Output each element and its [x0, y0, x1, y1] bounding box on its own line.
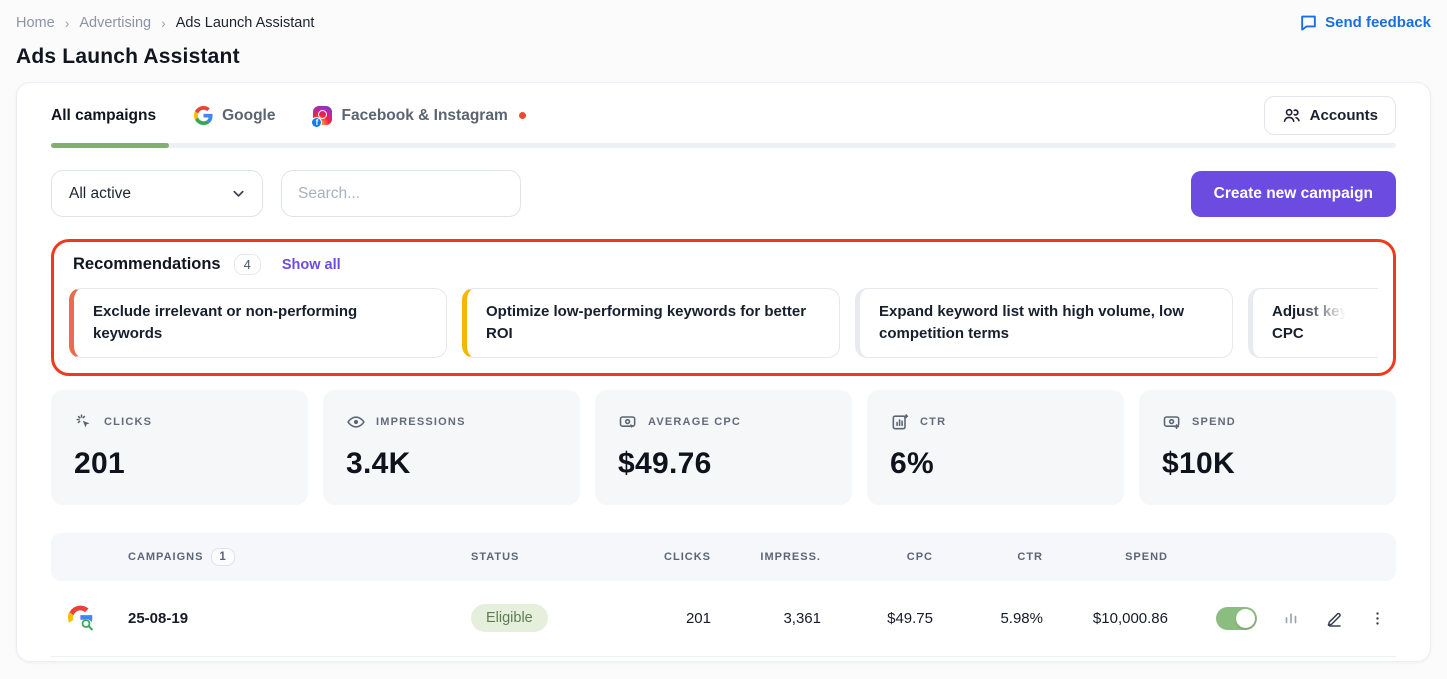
tab-all-campaigns[interactable]: All campaigns — [51, 101, 156, 131]
stat-value: 6% — [890, 446, 934, 480]
stat-label: IMPRESSIONS — [376, 415, 466, 428]
money-plus-icon — [1162, 412, 1182, 432]
campaign-impressions: 3,361 — [783, 609, 821, 627]
stat-card-average-cpc: AVERAGE CPC $49.76 — [595, 389, 852, 505]
campaign-cpc: $49.75 — [887, 609, 933, 627]
search-box — [281, 170, 521, 217]
send-feedback-button[interactable]: Send feedback — [1299, 13, 1431, 32]
campaign-enabled-toggle[interactable] — [1216, 606, 1257, 630]
google-ads-icon — [67, 605, 95, 632]
send-feedback-label: Send feedback — [1325, 14, 1431, 31]
col-status: STATUS — [471, 550, 520, 563]
tabs-underline — [51, 143, 1396, 148]
google-logo-icon — [194, 106, 213, 125]
tab-all-campaigns-label: All campaigns — [51, 106, 157, 124]
stat-label: AVERAGE CPC — [648, 415, 742, 428]
campaigns-table: CAMPAIGNS 1 STATUS CLICKS IMPRESS. CPC C… — [51, 532, 1396, 657]
recommendation-card[interactable]: Exclude irrelevant or non-performing key… — [69, 288, 447, 358]
create-new-campaign-button[interactable]: Create new campaign — [1190, 170, 1396, 217]
recommendation-text: Optimize low-performing keywords for bet… — [486, 303, 807, 342]
col-campaigns: CAMPAIGNS — [128, 550, 204, 563]
tabs-row: All campaigns Google f — [51, 96, 1396, 135]
breadcrumb-home[interactable]: Home — [16, 14, 55, 31]
stats-chart-icon[interactable] — [1282, 609, 1300, 627]
tab-google[interactable]: Google — [194, 100, 275, 131]
stat-value: $49.76 — [618, 446, 712, 480]
tabs: All campaigns Google f — [51, 100, 526, 131]
accounts-button[interactable]: Accounts — [1263, 96, 1396, 135]
status-badge: Eligible — [471, 604, 548, 632]
col-impressions: IMPRESS. — [760, 550, 821, 563]
top-bar: Home › Advertising › Ads Launch Assistan… — [16, 0, 1431, 32]
show-all-link[interactable]: Show all — [281, 256, 341, 273]
campaign-spend: $10,000.86 — [1092, 609, 1168, 627]
recommendation-card[interactable]: Adjust keyword bids b CPC — [1248, 288, 1378, 358]
stat-card-spend: SPEND $10K — [1139, 389, 1396, 505]
recommendation-text: Exclude irrelevant or non-performing key… — [93, 303, 358, 342]
tab-facebook-instagram[interactable]: f Facebook & Instagram — [311, 100, 526, 131]
stats-row: CLICKS 201 IMPRESSIONS 3.4K — [51, 389, 1396, 505]
filter-row: All active Create new campaign — [51, 170, 1396, 217]
recommendations-section: Recommendations 4 Show all Exclude irrel… — [51, 239, 1396, 376]
edit-pen-icon[interactable] — [1325, 609, 1344, 628]
ads-launch-assistant-page: Home › Advertising › Ads Launch Assistan… — [16, 0, 1431, 662]
recommendation-cards: Exclude irrelevant or non-performing key… — [69, 288, 1378, 358]
stat-card-clicks: CLICKS 201 — [51, 389, 308, 505]
recommendation-text: Expand keyword list with high volume, lo… — [879, 303, 1185, 342]
breadcrumb-advertising[interactable]: Advertising — [79, 14, 152, 31]
toggle-knob — [1236, 608, 1255, 628]
facebook-instagram-icon: f — [311, 106, 333, 128]
campaigns-count-badge: 1 — [211, 547, 235, 566]
people-icon — [1282, 106, 1301, 125]
table-header: CAMPAIGNS 1 STATUS CLICKS IMPRESS. CPC C… — [51, 532, 1396, 581]
recommendations-count-badge: 4 — [233, 254, 261, 275]
recommendation-card[interactable]: Expand keyword list with high volume, lo… — [855, 288, 1233, 358]
stat-label: SPEND — [1192, 415, 1236, 428]
breadcrumb: Home › Advertising › Ads Launch Assistan… — [16, 15, 314, 31]
col-clicks: CLICKS — [664, 550, 711, 563]
chevron-right-icon: › — [161, 14, 166, 31]
recommendation-card[interactable]: Optimize low-performing keywords for bet… — [462, 288, 840, 358]
bar-chart-plus-icon — [890, 412, 910, 432]
recommendation-text: Adjust keyword bids b CPC — [1272, 303, 1378, 342]
notification-dot-icon — [518, 112, 526, 119]
stat-value: 201 — [74, 446, 125, 480]
status-filter-select[interactable]: All active — [51, 170, 263, 217]
kebab-menu-icon[interactable] — [1369, 610, 1386, 627]
cursor-click-icon — [74, 412, 94, 432]
recommendations-header: Recommendations 4 Show all — [69, 254, 1378, 275]
stat-card-ctr: CTR 6% — [867, 389, 1124, 505]
tab-facebook-instagram-label: Facebook & Instagram — [341, 106, 508, 124]
campaign-ctr: 5.98% — [1000, 609, 1043, 627]
campaigns-panel: All campaigns Google f — [16, 82, 1431, 662]
search-input[interactable] — [298, 184, 504, 203]
chevron-down-icon — [231, 186, 246, 201]
col-ctr: CTR — [1017, 550, 1043, 563]
stat-value: $10K — [1162, 446, 1235, 480]
stat-card-impressions: IMPRESSIONS 3.4K — [323, 389, 580, 505]
campaign-clicks: 201 — [685, 609, 711, 627]
campaign-name[interactable]: 25-08-19 — [128, 609, 189, 627]
feedback-bubble-icon — [1299, 13, 1318, 32]
table-row[interactable]: 25-08-19 Eligible 201 3,361 $49.75 5.98%… — [51, 581, 1396, 657]
stat-label: CTR — [920, 415, 947, 428]
eye-icon — [346, 412, 366, 432]
stat-value: 3.4K — [346, 446, 411, 480]
breadcrumb-current: Ads Launch Assistant — [175, 14, 315, 31]
col-cpc: CPC — [906, 550, 933, 563]
active-tab-indicator — [51, 143, 169, 148]
recommendations-title: Recommendations — [73, 255, 221, 273]
accounts-button-label: Accounts — [1309, 107, 1378, 124]
stat-label: CLICKS — [104, 415, 153, 428]
chevron-right-icon: › — [64, 14, 70, 31]
status-filter-value: All active — [69, 184, 132, 202]
tab-google-label: Google — [222, 106, 276, 124]
page-title: Ads Launch Assistant — [16, 45, 240, 68]
col-spend: SPEND — [1125, 550, 1168, 563]
money-cursor-icon — [618, 412, 638, 432]
